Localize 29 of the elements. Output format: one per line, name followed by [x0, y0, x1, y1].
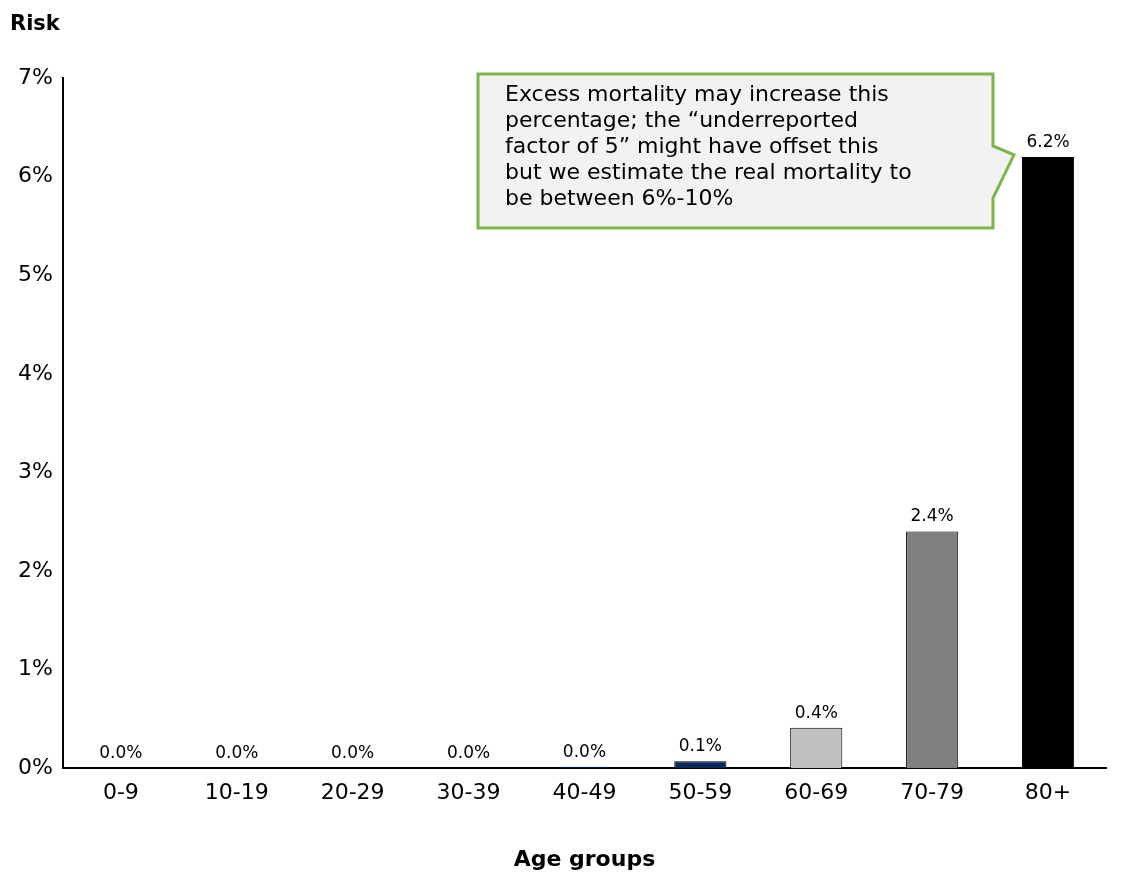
- y-tick-label: 3%: [18, 458, 53, 484]
- x-axis-title: Age groups: [513, 845, 656, 871]
- data-label: 0.4%: [794, 701, 838, 722]
- annotation: Excess mortality may increase this percentage; the “underreported factor of 5” might have offset this but we estimate the real mortality to be between 6%-10%: [505, 80, 912, 210]
- y-tick-label: 6%: [18, 162, 53, 188]
- data-label: 6.2%: [1026, 130, 1070, 151]
- x-tick-label: 50-59: [668, 779, 733, 805]
- y-tick-label: 0%: [18, 753, 53, 779]
- x-tick-label: 80+: [1024, 779, 1072, 805]
- data-label: 2.4%: [910, 505, 954, 526]
- data-label: 0.0%: [215, 741, 259, 762]
- x-tick-label: 20-29: [320, 779, 385, 805]
- x-tick-label: 30-39: [436, 779, 501, 805]
- x-tick-label: 40-49: [552, 779, 617, 805]
- data-label: 0.0%: [562, 740, 607, 761]
- y-tick-label: 2%: [18, 556, 53, 582]
- x-tick-label: 0-9: [102, 779, 139, 805]
- y-tick-label: 4%: [18, 359, 53, 385]
- data-label: 0.0%: [99, 741, 143, 762]
- data-label: 0.0%: [331, 741, 375, 762]
- data-label: 0.1%: [678, 735, 722, 756]
- y-tick-label: 5%: [18, 260, 53, 286]
- y-tick-label: 1%: [18, 655, 53, 681]
- x-tick-label: 60-69: [784, 779, 849, 805]
- x-tick-label: 10-19: [204, 779, 269, 805]
- data-label: 0.0%: [446, 741, 491, 762]
- y-axis-title: Risk: [10, 10, 61, 35]
- y-tick-label: 7%: [18, 63, 53, 89]
- x-tick-label: 70-79: [900, 779, 965, 805]
